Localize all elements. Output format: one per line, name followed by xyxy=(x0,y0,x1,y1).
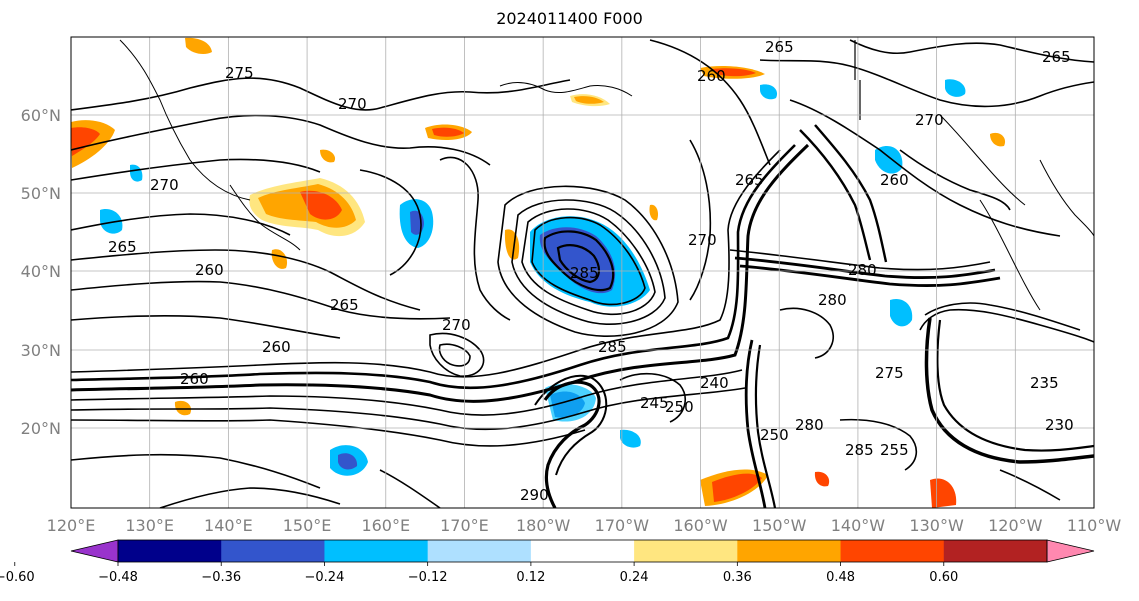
latitude-label: 60°N xyxy=(21,106,61,125)
longitude-label: 170°E xyxy=(440,516,489,535)
contour-label: 265 xyxy=(330,296,359,314)
contour-label: 270 xyxy=(688,231,717,249)
longitude-label: 130°W xyxy=(909,516,964,535)
contour-labels: 275 270 260 265 260 265 270 260 260 285 … xyxy=(108,38,1074,504)
longitude-label: 110°W xyxy=(1067,516,1122,535)
latitude-label: 30°N xyxy=(21,341,61,360)
contour-label: 265 xyxy=(735,171,764,189)
contour-label: 235 xyxy=(1030,374,1059,392)
contour-label: 280 xyxy=(795,416,824,434)
colorbar-segment xyxy=(634,540,738,562)
colorbar-segment xyxy=(840,540,945,562)
shaded-fields xyxy=(71,37,1006,508)
contour-label: 275 xyxy=(225,64,254,82)
contour-label: 285 xyxy=(845,441,874,459)
contour-label: 260 xyxy=(880,171,909,189)
longitude-label: 180°W xyxy=(516,516,571,535)
contour-label: 285 xyxy=(570,264,599,282)
longitude-label: 150°W xyxy=(752,516,807,535)
colorbar-tick-label: 0.60 xyxy=(929,570,958,585)
contour-label: 270 xyxy=(915,111,944,129)
longitude-label: 150°E xyxy=(283,516,332,535)
colorbar-segment xyxy=(943,540,1048,562)
colorbar-segment xyxy=(530,540,635,562)
colorbar-tick-label: 0.48 xyxy=(826,570,855,585)
contour-label: 270 xyxy=(442,316,471,334)
longitude-label: 130°E xyxy=(125,516,174,535)
colorbar-tick-label: −0.48 xyxy=(98,570,138,585)
longitude-label: 160°E xyxy=(361,516,410,535)
colorbar-ticks: −0.60 −0.48 −0.36 −0.24 −0.12 0.12 0.24 0.36 0.4… xyxy=(0,562,958,585)
longitude-label: 120°W xyxy=(988,516,1043,535)
latitude-labels: 60°N 50°N 40°N 30°N 20°N xyxy=(21,106,61,438)
coastlines xyxy=(119,39,1094,311)
latitude-label: 20°N xyxy=(21,419,61,438)
contour-label: 270 xyxy=(338,95,367,113)
colorbar-tick-label: 0.24 xyxy=(620,570,649,585)
colorbar-tick-label: 0.12 xyxy=(516,570,545,585)
latitude-label: 50°N xyxy=(21,184,61,203)
longitude-label: 140°W xyxy=(831,516,886,535)
colorbar-tick-label: −0.60 xyxy=(0,570,35,585)
contour-label: 255 xyxy=(880,441,909,459)
contour-label: 240 xyxy=(700,374,729,392)
contour-label: 280 xyxy=(848,261,877,279)
contour-label: 270 xyxy=(150,176,179,194)
colorbar-segment xyxy=(118,540,222,562)
colorbar-segment xyxy=(427,540,532,562)
longitude-label: 170°W xyxy=(595,516,650,535)
colorbar-extend-high xyxy=(1046,539,1095,563)
contour-label: 265 xyxy=(1042,48,1071,66)
contour-label: 260 xyxy=(262,338,291,356)
latitude-label: 40°N xyxy=(21,262,61,281)
colorbar-segment xyxy=(737,540,842,562)
contour-label: 265 xyxy=(765,38,794,56)
contour-label: 290 xyxy=(520,486,549,504)
colorbar-tick-label: −0.12 xyxy=(408,570,448,585)
contour-label: 230 xyxy=(1045,416,1074,434)
contour-label: 260 xyxy=(697,67,726,85)
map-frame xyxy=(70,36,1095,509)
contour-label: 285 xyxy=(598,338,627,356)
longitude-label: 140°E xyxy=(204,516,253,535)
contour-label: 250 xyxy=(665,398,694,416)
colorbar-tick-label: −0.36 xyxy=(201,570,241,585)
contour-label: 280 xyxy=(818,291,847,309)
colorbar-tick-label: 0.36 xyxy=(723,570,752,585)
contour-label: 260 xyxy=(195,261,224,279)
contour-label: 250 xyxy=(760,426,789,444)
colorbar-extend-low xyxy=(70,539,119,563)
longitude-label: 160°W xyxy=(673,516,728,535)
contour-label: 245 xyxy=(640,394,669,412)
contour-label: 260 xyxy=(180,370,209,388)
map-title: 2024011400 F000 xyxy=(496,9,643,28)
colorbar-segment xyxy=(324,540,429,562)
contour-label: 265 xyxy=(108,238,137,256)
colorbar-outline xyxy=(117,539,1048,563)
colorbar xyxy=(70,539,1095,563)
colorbar-tick-label: −0.24 xyxy=(305,570,345,585)
grid-lines xyxy=(71,37,1094,508)
colorbar-segment xyxy=(221,540,325,562)
contour-label: 275 xyxy=(875,364,904,382)
longitude-labels: 120°E 130°E 140°E 150°E 160°E 170°E 180°W 170°W… xyxy=(47,516,1122,535)
longitude-label: 120°E xyxy=(47,516,96,535)
